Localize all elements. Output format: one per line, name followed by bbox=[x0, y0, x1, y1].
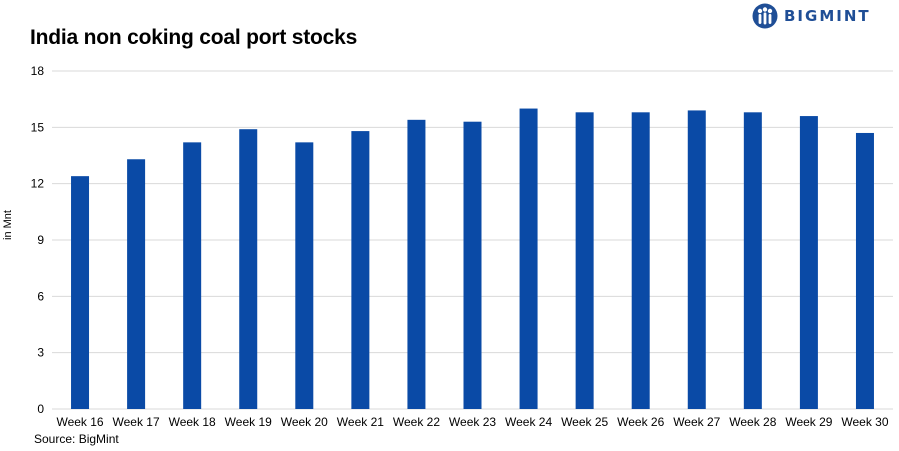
x-tick-label: Week 26 bbox=[617, 415, 664, 429]
bar bbox=[71, 176, 90, 409]
y-tick-label: 6 bbox=[37, 289, 44, 303]
brand-logo: BIGMINT bbox=[752, 2, 871, 30]
x-tick-label: Week 21 bbox=[337, 415, 384, 429]
x-tick-label: Week 22 bbox=[393, 415, 440, 429]
x-tick-label: Week 28 bbox=[729, 415, 776, 429]
x-tick-label: Week 18 bbox=[169, 415, 216, 429]
bar bbox=[799, 116, 818, 410]
bar bbox=[743, 112, 762, 410]
x-tick-label: Week 16 bbox=[56, 415, 103, 429]
y-tick-label: 9 bbox=[37, 233, 44, 247]
bar bbox=[351, 131, 370, 410]
bigmint-logo-icon bbox=[752, 3, 778, 29]
y-tick-label: 3 bbox=[37, 346, 44, 360]
chart-title: India non coking coal port stocks bbox=[30, 26, 358, 49]
source-note: Source: BigMint bbox=[34, 432, 119, 446]
brand-name: BIGMINT bbox=[784, 7, 871, 25]
x-tick-label: Week 17 bbox=[113, 415, 160, 429]
y-tick-label: 18 bbox=[31, 64, 45, 78]
bar bbox=[855, 132, 874, 409]
bar bbox=[631, 112, 650, 410]
x-tick-label: Week 30 bbox=[841, 415, 888, 429]
y-tick-label: 0 bbox=[37, 402, 44, 416]
bar bbox=[687, 110, 706, 409]
bar bbox=[127, 159, 146, 409]
bar bbox=[519, 108, 538, 410]
bar bbox=[239, 129, 258, 409]
bar bbox=[183, 142, 202, 409]
bar bbox=[463, 121, 482, 409]
bar bbox=[295, 142, 314, 409]
x-tick-label: Week 19 bbox=[225, 415, 272, 429]
bar bbox=[575, 112, 594, 410]
x-tick-label: Week 29 bbox=[785, 415, 832, 429]
bar bbox=[407, 119, 426, 410]
y-tick-label: 15 bbox=[31, 120, 45, 134]
x-tick-label: Week 27 bbox=[673, 415, 720, 429]
x-tick-label: Week 25 bbox=[561, 415, 608, 429]
x-tick-label: Week 23 bbox=[449, 415, 496, 429]
x-tick-label: Week 20 bbox=[281, 415, 328, 429]
x-tick-label: Week 24 bbox=[505, 415, 552, 429]
y-tick-label: 12 bbox=[31, 177, 45, 191]
